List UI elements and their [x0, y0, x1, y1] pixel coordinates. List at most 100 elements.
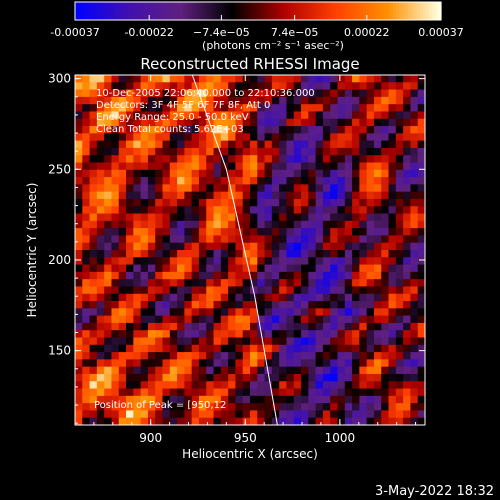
heatmap-cell: [118, 352, 127, 360]
heatmap-cell: [111, 111, 120, 120]
heatmap-cell: [162, 381, 171, 390]
heatmap-cell: [330, 184, 338, 193]
heatmap-cell: [344, 118, 353, 127]
heatmap-cell: [111, 228, 120, 236]
heatmap-cell: [198, 140, 207, 149]
heatmap-cell: [206, 279, 215, 287]
colorbar-segment: [99, 2, 103, 20]
heatmap-cell: [140, 373, 149, 382]
heatmap-cell: [395, 381, 404, 390]
heatmap-cell: [235, 75, 244, 83]
heatmap-cell: [403, 286, 411, 295]
heatmap-cell: [111, 140, 120, 149]
heatmap-cell: [126, 330, 134, 338]
heatmap-cell: [147, 403, 156, 411]
heatmap-cell: [388, 301, 397, 309]
heatmap-cell: [330, 235, 338, 244]
heatmap-cell: [104, 96, 112, 105]
heatmap-cell: [352, 126, 360, 134]
heatmap-cell: [206, 242, 215, 251]
colorbar-segment: [96, 2, 100, 20]
heatmap-cell: [381, 228, 390, 236]
heatmap-cell: [344, 344, 353, 353]
heatmap-cell: [111, 366, 120, 375]
heatmap-cell: [220, 96, 229, 105]
heatmap-cell: [271, 366, 280, 375]
heatmap-cell: [366, 337, 375, 346]
heatmap-cell: [279, 147, 287, 156]
colorbar-segment: [141, 2, 145, 20]
heatmap-cell: [403, 242, 411, 251]
heatmap-cell: [126, 155, 134, 163]
heatmap-cell: [228, 301, 236, 309]
heatmap-cell: [264, 359, 273, 368]
heatmap-cell: [191, 162, 200, 171]
heatmap-cell: [410, 257, 419, 266]
heatmap-cell: [337, 96, 346, 105]
heatmap-cell: [373, 257, 382, 266]
heatmap-cell: [162, 330, 171, 338]
heatmap-cell: [403, 140, 411, 149]
heatmap-cell: [395, 330, 404, 338]
heatmap-cell: [417, 315, 426, 324]
heatmap-cell: [286, 155, 295, 163]
heatmap-cell: [126, 352, 134, 360]
heatmap-cell: [213, 344, 222, 353]
heatmap-cell: [410, 177, 419, 185]
heatmap-cell: [220, 286, 229, 295]
heatmap-cell: [82, 264, 91, 273]
heatmap-cell: [140, 96, 149, 105]
heatmap-cell: [133, 177, 142, 185]
heatmap-cell: [373, 177, 382, 185]
heatmap-cell: [111, 410, 120, 419]
heatmap-cell: [373, 82, 382, 91]
heatmap-cell: [235, 89, 244, 98]
heatmap-cell: [417, 395, 426, 404]
heatmap-cell: [75, 235, 83, 244]
heatmap-cell: [359, 308, 368, 317]
heatmap-cell: [373, 286, 382, 295]
heatmap-cell: [410, 133, 419, 142]
heatmap-cell: [111, 96, 120, 105]
heatmap-cell: [337, 410, 346, 419]
heatmap-cell: [140, 155, 149, 163]
heatmap-cell: [155, 206, 163, 215]
heatmap-cell: [191, 352, 200, 360]
heatmap-cell: [96, 373, 105, 382]
heatmap-cell: [140, 242, 149, 251]
heatmap-cell: [147, 213, 156, 222]
heatmap-cell: [228, 235, 236, 244]
heatmap-cell: [198, 403, 207, 411]
heatmap-cell: [162, 133, 171, 142]
heatmap-cell: [206, 96, 215, 105]
heatmap-cell: [133, 133, 142, 142]
heatmap-cell: [403, 96, 411, 105]
heatmap-cell: [228, 271, 236, 280]
heatmap-cell: [82, 213, 91, 222]
heatmap-cell: [82, 235, 91, 244]
heatmap-cell: [118, 191, 127, 200]
heatmap-cell: [198, 410, 207, 419]
heatmap-cell: [395, 373, 404, 382]
heatmap-cell: [250, 198, 258, 207]
heatmap-cell: [235, 111, 244, 120]
heatmap-cell: [162, 315, 171, 324]
heatmap-cell: [381, 308, 390, 317]
heatmap-cell: [75, 381, 83, 390]
heatmap-cell: [330, 155, 338, 163]
heatmap-cell: [395, 111, 404, 120]
heatmap-cell: [133, 82, 142, 91]
heatmap-cell: [111, 337, 120, 346]
heatmap-cell: [373, 155, 382, 163]
heatmap-cell: [89, 89, 98, 98]
heatmap-cell: [162, 279, 171, 287]
heatmap-cell: [330, 337, 338, 346]
heatmap-cell: [279, 177, 287, 185]
heatmap-cell: [366, 104, 375, 112]
heatmap-cell: [220, 169, 229, 178]
heatmap-cell: [279, 337, 287, 346]
heatmap-cell: [352, 403, 360, 411]
colorbar-segment: [312, 2, 316, 20]
heatmap-cell: [308, 104, 317, 112]
colorbar: [75, 2, 442, 20]
